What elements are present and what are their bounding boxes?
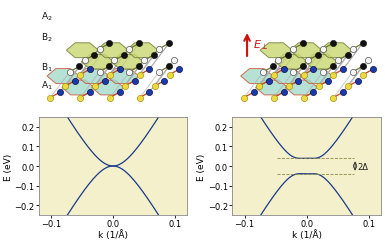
- Text: A$_2$: A$_2$: [42, 10, 53, 22]
- Polygon shape: [92, 81, 124, 96]
- Text: $E_{\perp}$: $E_{\perp}$: [253, 38, 268, 52]
- Text: A$_1$: A$_1$: [42, 80, 53, 92]
- Polygon shape: [107, 69, 139, 84]
- Polygon shape: [241, 69, 273, 84]
- Text: B$_2$: B$_2$: [42, 32, 53, 44]
- Polygon shape: [285, 81, 318, 96]
- Polygon shape: [290, 44, 322, 59]
- Text: 2Δ: 2Δ: [358, 162, 368, 171]
- Polygon shape: [300, 69, 332, 84]
- Y-axis label: E (eV): E (eV): [4, 153, 13, 180]
- Polygon shape: [96, 44, 128, 59]
- Polygon shape: [275, 55, 307, 70]
- Polygon shape: [81, 55, 114, 70]
- Polygon shape: [47, 69, 79, 84]
- Y-axis label: E (eV): E (eV): [198, 153, 206, 180]
- Polygon shape: [111, 55, 143, 70]
- X-axis label: k (1/Å): k (1/Å): [292, 230, 321, 239]
- Polygon shape: [320, 44, 352, 59]
- Polygon shape: [62, 81, 94, 96]
- Polygon shape: [260, 44, 292, 59]
- Polygon shape: [66, 44, 99, 59]
- Polygon shape: [126, 44, 158, 59]
- Polygon shape: [305, 55, 337, 70]
- Polygon shape: [256, 81, 288, 96]
- Polygon shape: [270, 69, 303, 84]
- Text: B$_1$: B$_1$: [42, 61, 53, 74]
- Polygon shape: [77, 69, 109, 84]
- X-axis label: k (1/Å): k (1/Å): [98, 230, 128, 239]
